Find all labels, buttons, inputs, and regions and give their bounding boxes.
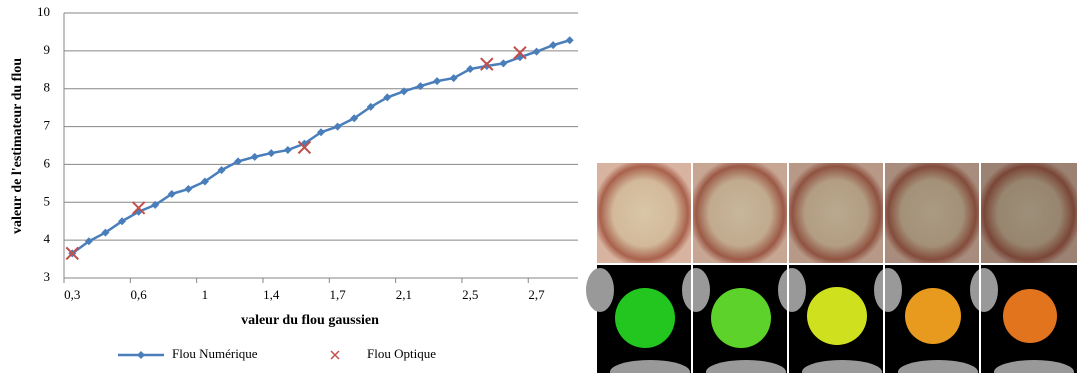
photo-panel — [597, 163, 691, 263]
x-tick-label: 1,7 — [329, 287, 346, 302]
x-tick-label: 2,7 — [528, 287, 545, 302]
point — [200, 177, 209, 186]
point — [565, 36, 574, 45]
point — [131, 201, 146, 215]
point — [250, 152, 259, 161]
y-tick-label: 10 — [37, 4, 50, 19]
y-tick-label: 9 — [44, 42, 51, 57]
point — [480, 57, 494, 71]
photo-panel — [981, 163, 1077, 263]
point — [532, 47, 541, 56]
point — [466, 65, 475, 74]
image-panels — [586, 163, 1077, 378]
x-axis-title: valeur du flou gaussien — [241, 313, 379, 328]
point — [217, 166, 226, 175]
x-tick-label: 2,1 — [396, 287, 412, 302]
point — [283, 146, 292, 155]
point — [482, 62, 491, 70]
point — [65, 246, 79, 261]
point — [297, 140, 312, 155]
point — [513, 46, 527, 60]
y-tick-label: 5 — [44, 193, 51, 208]
point — [499, 59, 508, 68]
x-tick-label: 0,3 — [64, 287, 80, 302]
photo-panel — [693, 163, 787, 263]
point — [167, 189, 176, 198]
point — [366, 102, 375, 111]
x-tick-label: 1 — [202, 287, 209, 302]
photo-panel — [789, 163, 883, 263]
point — [383, 93, 392, 102]
legend-marker — [137, 351, 145, 359]
point — [399, 87, 408, 96]
point — [234, 157, 243, 166]
point — [84, 237, 93, 246]
point — [101, 228, 110, 237]
y-tick-label: 4 — [44, 231, 51, 246]
point — [449, 74, 458, 83]
x-tick-label: 0,6 — [130, 287, 147, 302]
y-tick-label: 6 — [44, 155, 51, 170]
point — [184, 185, 193, 194]
point — [267, 149, 276, 158]
y-tick-label: 8 — [44, 80, 51, 95]
y-tick-label: 7 — [44, 118, 51, 133]
point — [416, 82, 425, 91]
point — [118, 217, 127, 226]
point — [333, 122, 342, 131]
photo-panel — [885, 163, 979, 263]
point — [549, 41, 558, 50]
y-axis-title: valeur de l'estimateur du flou — [10, 58, 25, 234]
legend-marker — [330, 350, 340, 360]
point — [350, 114, 359, 123]
point — [317, 128, 325, 137]
y-tick-label: 3 — [44, 269, 51, 284]
legend-label: Flou Optique — [367, 346, 436, 361]
series-line — [71, 39, 571, 255]
x-tick-label: 2,5 — [462, 287, 478, 302]
point — [433, 77, 442, 86]
legend-label: Flou Numérique — [172, 346, 258, 361]
x-tick-label: 1,4 — [263, 287, 280, 302]
point — [151, 200, 160, 209]
